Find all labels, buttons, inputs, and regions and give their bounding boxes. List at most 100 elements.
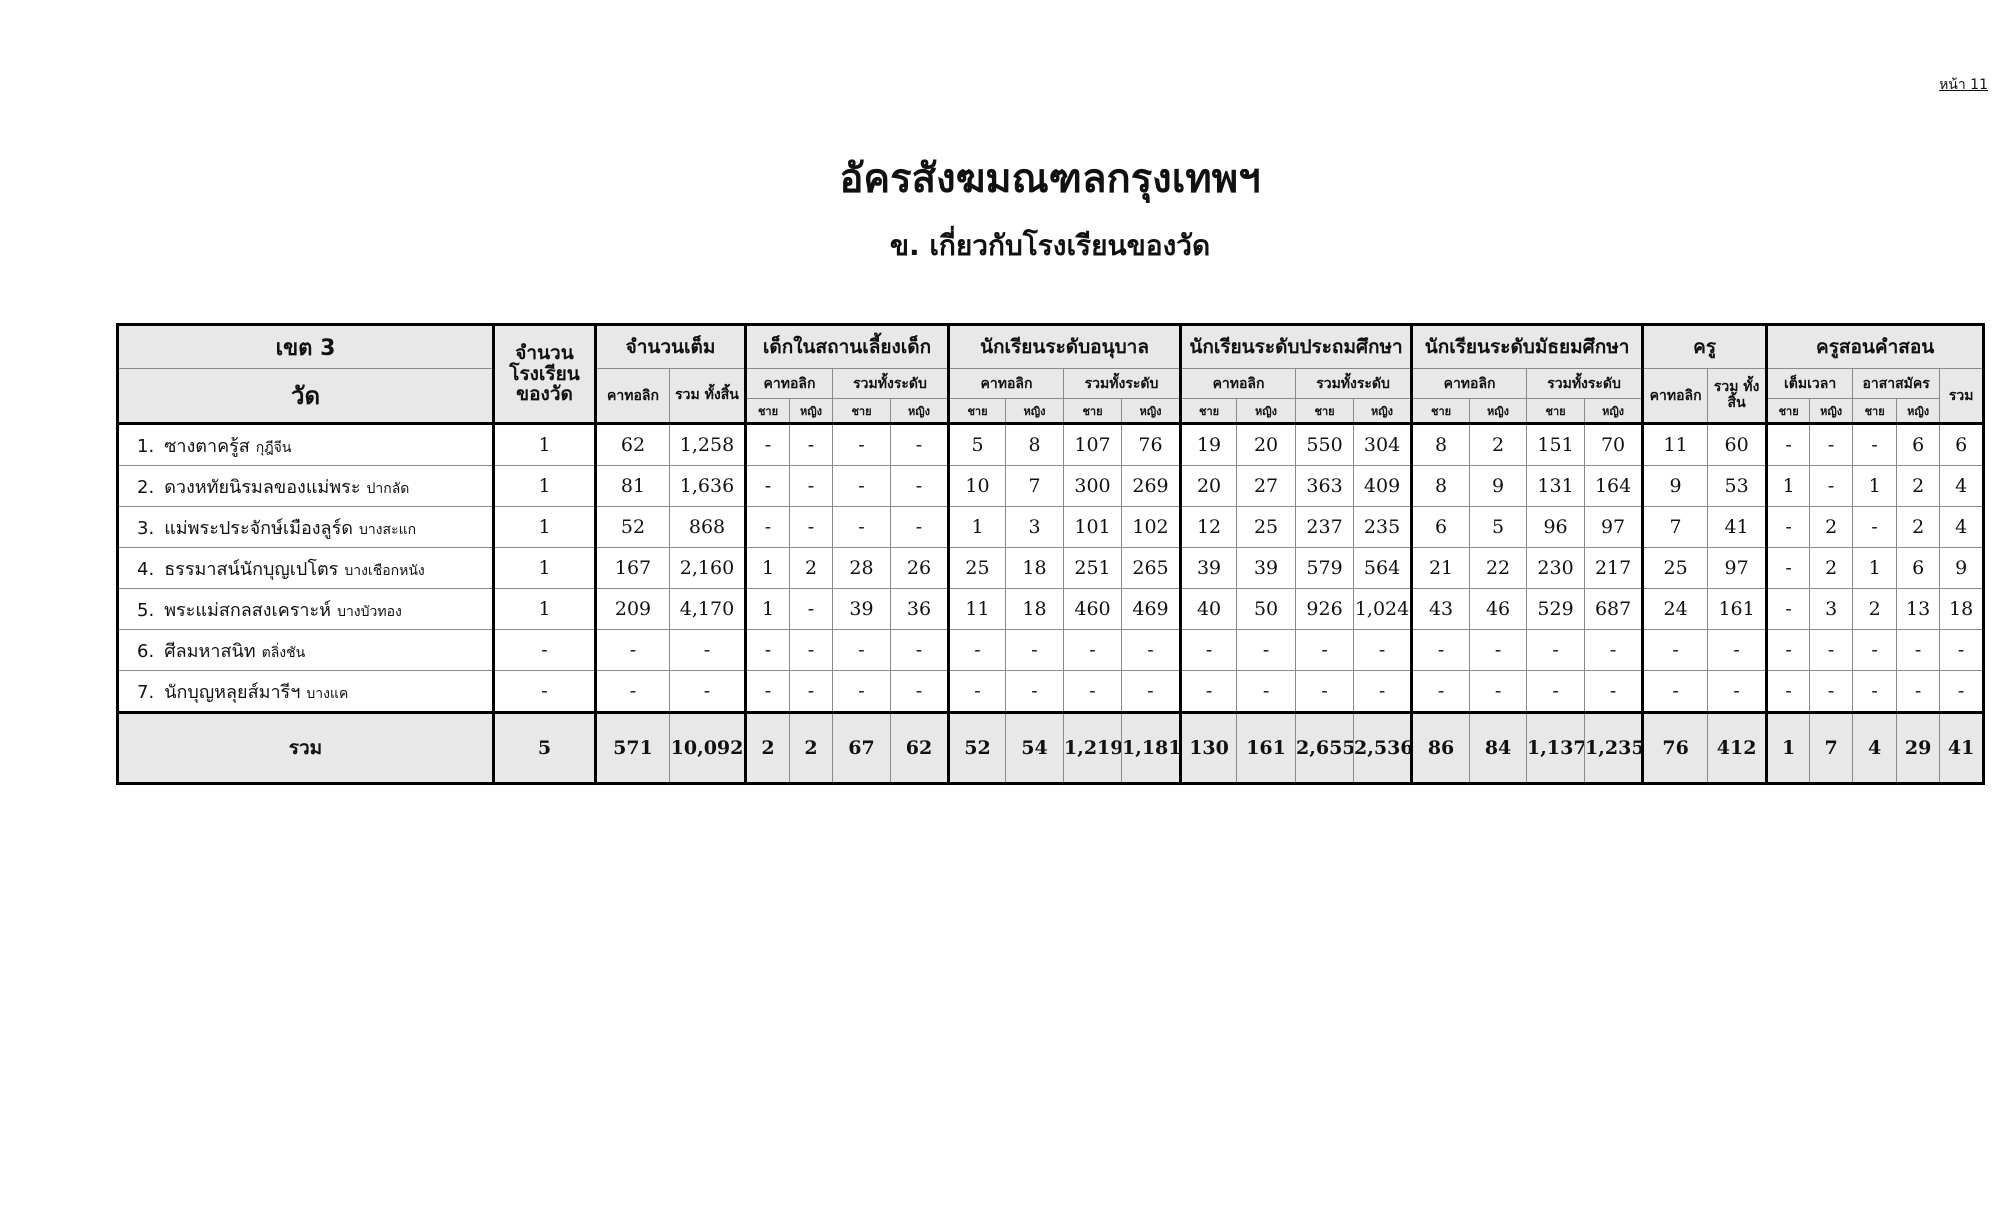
value-cell: - [1526, 629, 1586, 671]
value-cell: - [1939, 629, 1985, 671]
value-cell: 39 [1179, 547, 1238, 589]
female-header: หญิง [1896, 398, 1941, 425]
value-cell: - [1852, 670, 1898, 713]
value-cell: - [1852, 629, 1898, 671]
value-cell: 28 [832, 547, 891, 589]
value-cell: - [890, 506, 949, 548]
value-cell: 2,536 [1353, 711, 1413, 784]
value-cell: 550 [1295, 423, 1355, 466]
value-cell: 1 [1852, 547, 1898, 589]
value-cell: 251 [1063, 547, 1122, 589]
value-cell: 1,636 [669, 465, 746, 507]
value-cell: - [1469, 670, 1528, 713]
parish-cell: 2. ดวงหทัยนิรมลของแม่พระ ปากลัด [117, 465, 494, 507]
value-cell: - [594, 629, 670, 671]
value-cell: 96 [1526, 506, 1586, 548]
value-cell: - [832, 629, 891, 671]
parish-name: ธรรมาสน์นักบุญเปโตร [164, 558, 339, 580]
value-cell: - [594, 670, 670, 713]
catechists-total-header: รวม [1939, 368, 1985, 425]
value-cell: 579 [1295, 547, 1355, 589]
value-cell: - [1765, 629, 1811, 671]
value-cell: 2 [1852, 588, 1898, 630]
value-cell: - [1939, 670, 1985, 713]
value-cell: - [789, 506, 833, 548]
value-cell: 39 [1236, 547, 1297, 589]
row-number: 5. [137, 599, 155, 621]
male-header: ชาย [1410, 398, 1471, 425]
value-cell: 60 [1707, 423, 1768, 466]
value-cell: 26 [890, 547, 949, 589]
value-cell: 41 [1707, 506, 1768, 548]
value-cell: - [1852, 423, 1898, 466]
value-cell: 24 [1641, 588, 1709, 630]
value-cell: - [1236, 629, 1297, 671]
value-cell: 1 [947, 506, 1006, 548]
value-cell: 62 [594, 423, 670, 466]
value-cell: - [1765, 423, 1811, 466]
value-cell: 76 [1641, 711, 1709, 784]
table-row: 4. ธรรมาสน์นักบุญเปโตร บางเชือกหนัง 1 167 2,1… [117, 547, 1985, 589]
parish-cell: 3. แม่พระประจักษ์เมืองลูร์ด บางสะแก [117, 506, 494, 548]
secondary-catholic-header: คาทอลิก [1410, 368, 1528, 399]
value-cell: 1,137 [1526, 711, 1586, 784]
value-cell: - [890, 629, 949, 671]
value-cell: - [1063, 670, 1122, 713]
value-cell: 18 [1005, 547, 1064, 589]
school-count-cell: - [492, 670, 596, 713]
row-number: 4. [137, 558, 155, 580]
parish-area: บางสะแก [358, 521, 417, 538]
value-cell: - [744, 465, 790, 507]
value-cell: 22 [1469, 547, 1528, 589]
value-cell: - [1584, 629, 1644, 671]
value-cell: 9 [1641, 465, 1709, 507]
value-cell: 20 [1236, 423, 1297, 466]
value-cell: - [1120, 629, 1182, 671]
value-cell: 107 [1063, 423, 1122, 466]
value-cell: - [832, 423, 891, 466]
parish-cell: 5. พระแม่สกลสงเคราะห์ บางบัวทอง [117, 588, 494, 630]
value-cell: 50 [1236, 588, 1297, 630]
value-cell: 868 [669, 506, 746, 548]
zone-header: เขต 3 [117, 324, 494, 369]
primary-all-header: รวมทั้งระดับ [1295, 368, 1413, 399]
value-cell: - [1236, 670, 1297, 713]
value-cell: 9 [1939, 547, 1985, 589]
value-cell: 70 [1584, 423, 1644, 466]
value-cell: - [1765, 547, 1811, 589]
nursery-catholic-header: คาทอลิก [744, 368, 833, 399]
value-cell: - [1809, 629, 1854, 671]
value-cell: - [1896, 629, 1941, 671]
value-cell: 101 [1063, 506, 1122, 548]
value-cell: 5 [1469, 506, 1528, 548]
value-cell: 2 [789, 711, 833, 784]
value-cell: - [1584, 670, 1644, 713]
value-cell: - [1707, 629, 1768, 671]
value-cell: 2 [1469, 423, 1528, 466]
value-cell: 25 [1641, 547, 1709, 589]
value-cell: - [890, 670, 949, 713]
parish-area: ปากลัด [366, 480, 410, 497]
value-cell: 571 [594, 711, 670, 784]
value-cell: - [1852, 506, 1898, 548]
value-cell: - [1005, 629, 1064, 671]
value-cell: 161 [1707, 588, 1768, 630]
value-cell: 3 [1005, 506, 1064, 548]
school-count-cell: 5 [492, 711, 596, 784]
school-count-cell: 1 [492, 423, 596, 466]
value-cell: 265 [1120, 547, 1182, 589]
value-cell: 409 [1353, 465, 1413, 507]
value-cell: 9 [1469, 465, 1528, 507]
value-cell: - [789, 670, 833, 713]
value-cell: 52 [594, 506, 670, 548]
value-cell: 7 [1809, 711, 1854, 784]
parish-cell: 6. ศีลมหาสนิท ตลิ่งชัน [117, 629, 494, 671]
value-cell: 167 [594, 547, 670, 589]
value-cell: - [1641, 670, 1709, 713]
value-cell: - [789, 588, 833, 630]
value-cell: - [1526, 670, 1586, 713]
school-count-header: จำนวน โรงเรียน ของวัด [492, 324, 596, 425]
value-cell: 25 [1236, 506, 1297, 548]
value-cell: - [789, 629, 833, 671]
parish-name: นักบุญหลุยส์มารีฯ [164, 681, 301, 703]
